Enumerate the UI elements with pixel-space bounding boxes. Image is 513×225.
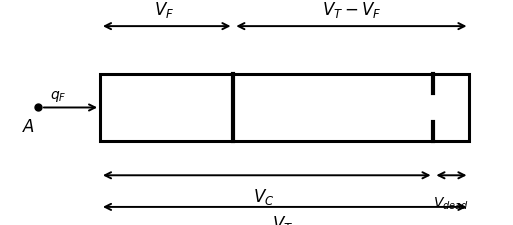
- Text: $V_F$: $V_F$: [154, 0, 174, 20]
- Text: $V_C$: $V_C$: [253, 186, 275, 206]
- Text: $V_T - V_F$: $V_T - V_F$: [322, 0, 381, 20]
- Text: $V_T$: $V_T$: [271, 213, 293, 225]
- Text: $V_{dead}$: $V_{dead}$: [432, 194, 468, 211]
- Bar: [100, 74, 469, 142]
- Text: $A$: $A$: [22, 117, 35, 135]
- Text: $q_F$: $q_F$: [50, 88, 67, 103]
